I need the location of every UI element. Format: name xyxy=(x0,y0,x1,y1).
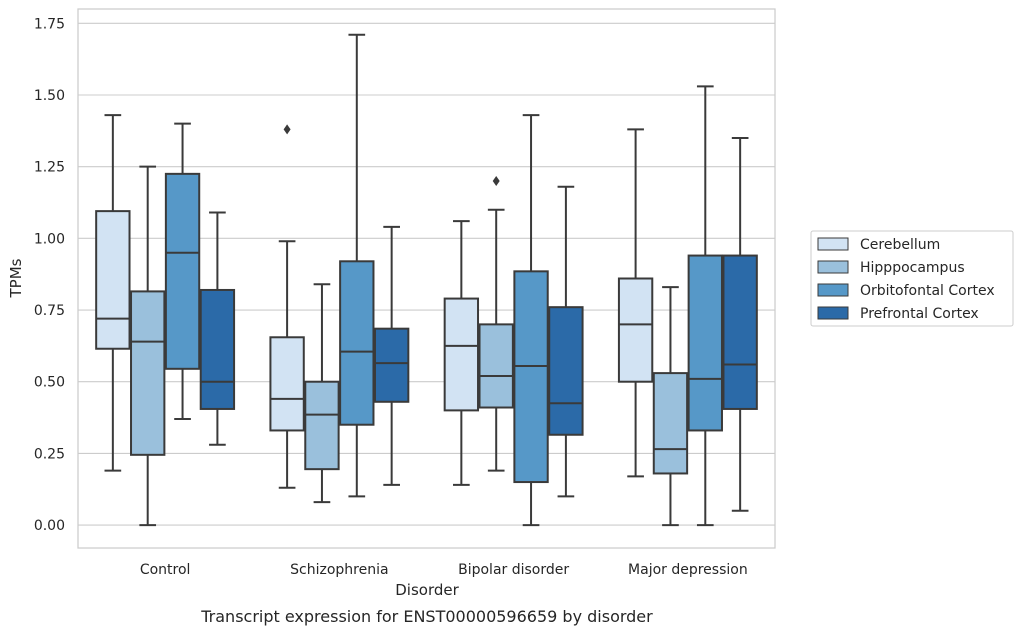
box-prefrontal-cortex xyxy=(548,185,584,498)
box-cerebellum xyxy=(617,128,654,478)
x-tick-label: Bipolar disorder xyxy=(458,562,569,578)
y-tick-label: 1.50 xyxy=(34,88,65,104)
outlier-point xyxy=(283,124,291,135)
box-iqr xyxy=(687,254,723,432)
box-iqr xyxy=(548,306,584,436)
legend-swatch xyxy=(817,283,849,297)
legend-label: Cerebellum xyxy=(860,237,940,253)
box-cerebellum xyxy=(443,220,480,486)
box-prefrontal-cortex xyxy=(373,225,410,486)
x-tick-label: Schizophrenia xyxy=(290,562,388,578)
y-axis-ticks: 0.00 0.25 0.50 0.75 1.00 1.25 1.50 1.75 xyxy=(34,16,65,534)
box-iqr xyxy=(130,290,166,456)
box-orbitofontal-cortex xyxy=(164,122,201,420)
box-prefrontal-cortex xyxy=(722,137,758,512)
y-tick-label: 1.75 xyxy=(34,16,65,32)
box-plot-series xyxy=(95,33,758,527)
box-prefrontal-cortex xyxy=(199,211,236,446)
box-cerebellum xyxy=(269,124,305,489)
legend: Cerebellum Hipppocampus Orbitofontal Corte… xyxy=(810,230,1014,327)
box-iqr xyxy=(652,372,689,475)
box-iqr xyxy=(513,270,549,484)
y-tick-label: 0.00 xyxy=(34,518,65,534)
box-hipppocampus xyxy=(478,176,514,472)
legend-swatch xyxy=(817,237,849,251)
x-tick-label: Control xyxy=(140,562,191,578)
box-orbitofontal-cortex xyxy=(339,33,375,498)
box-hipppocampus xyxy=(304,283,340,504)
y-axis-label: TPMs xyxy=(7,258,25,298)
legend-label: Hipppocampus xyxy=(860,260,965,276)
outlier-point xyxy=(492,176,500,187)
box-orbitofontal-cortex xyxy=(513,114,549,527)
legend-frame xyxy=(810,230,1014,327)
box-iqr xyxy=(478,323,514,409)
box-iqr xyxy=(617,277,654,383)
box-iqr xyxy=(95,210,131,350)
box-hipppocampus xyxy=(130,165,166,527)
box-iqr xyxy=(339,260,375,426)
legend-swatch xyxy=(817,260,849,274)
x-tick-label: Major depression xyxy=(628,562,748,578)
y-tick-label: 1.25 xyxy=(34,160,65,176)
plot-area-frame xyxy=(77,8,776,549)
legend-swatch xyxy=(817,306,849,320)
box-cerebellum xyxy=(95,114,131,472)
legend-label: Orbitofontal Cortex xyxy=(860,283,995,299)
y-tick-label: 0.50 xyxy=(34,375,65,391)
y-tick-label: 0.25 xyxy=(34,446,65,462)
box-iqr xyxy=(164,172,201,370)
box-hipppocampus xyxy=(652,286,689,527)
box-iqr xyxy=(304,380,340,471)
box-iqr xyxy=(722,254,758,410)
box-orbitofontal-cortex xyxy=(687,85,723,527)
figure-caption: Transcript expression for ENST0000059665… xyxy=(200,607,653,626)
x-axis-ticks: Control Schizophrenia Bipolar disorder Majo… xyxy=(140,562,748,578)
y-tick-label: 0.75 xyxy=(34,303,65,319)
box-iqr xyxy=(199,288,236,410)
box-iqr xyxy=(373,327,410,403)
legend-label: Prefrontal Cortex xyxy=(860,306,979,322)
x-axis-label: Disorder xyxy=(395,581,459,599)
y-tick-label: 1.00 xyxy=(34,231,65,247)
box-iqr xyxy=(443,297,480,412)
box-iqr xyxy=(269,336,305,432)
